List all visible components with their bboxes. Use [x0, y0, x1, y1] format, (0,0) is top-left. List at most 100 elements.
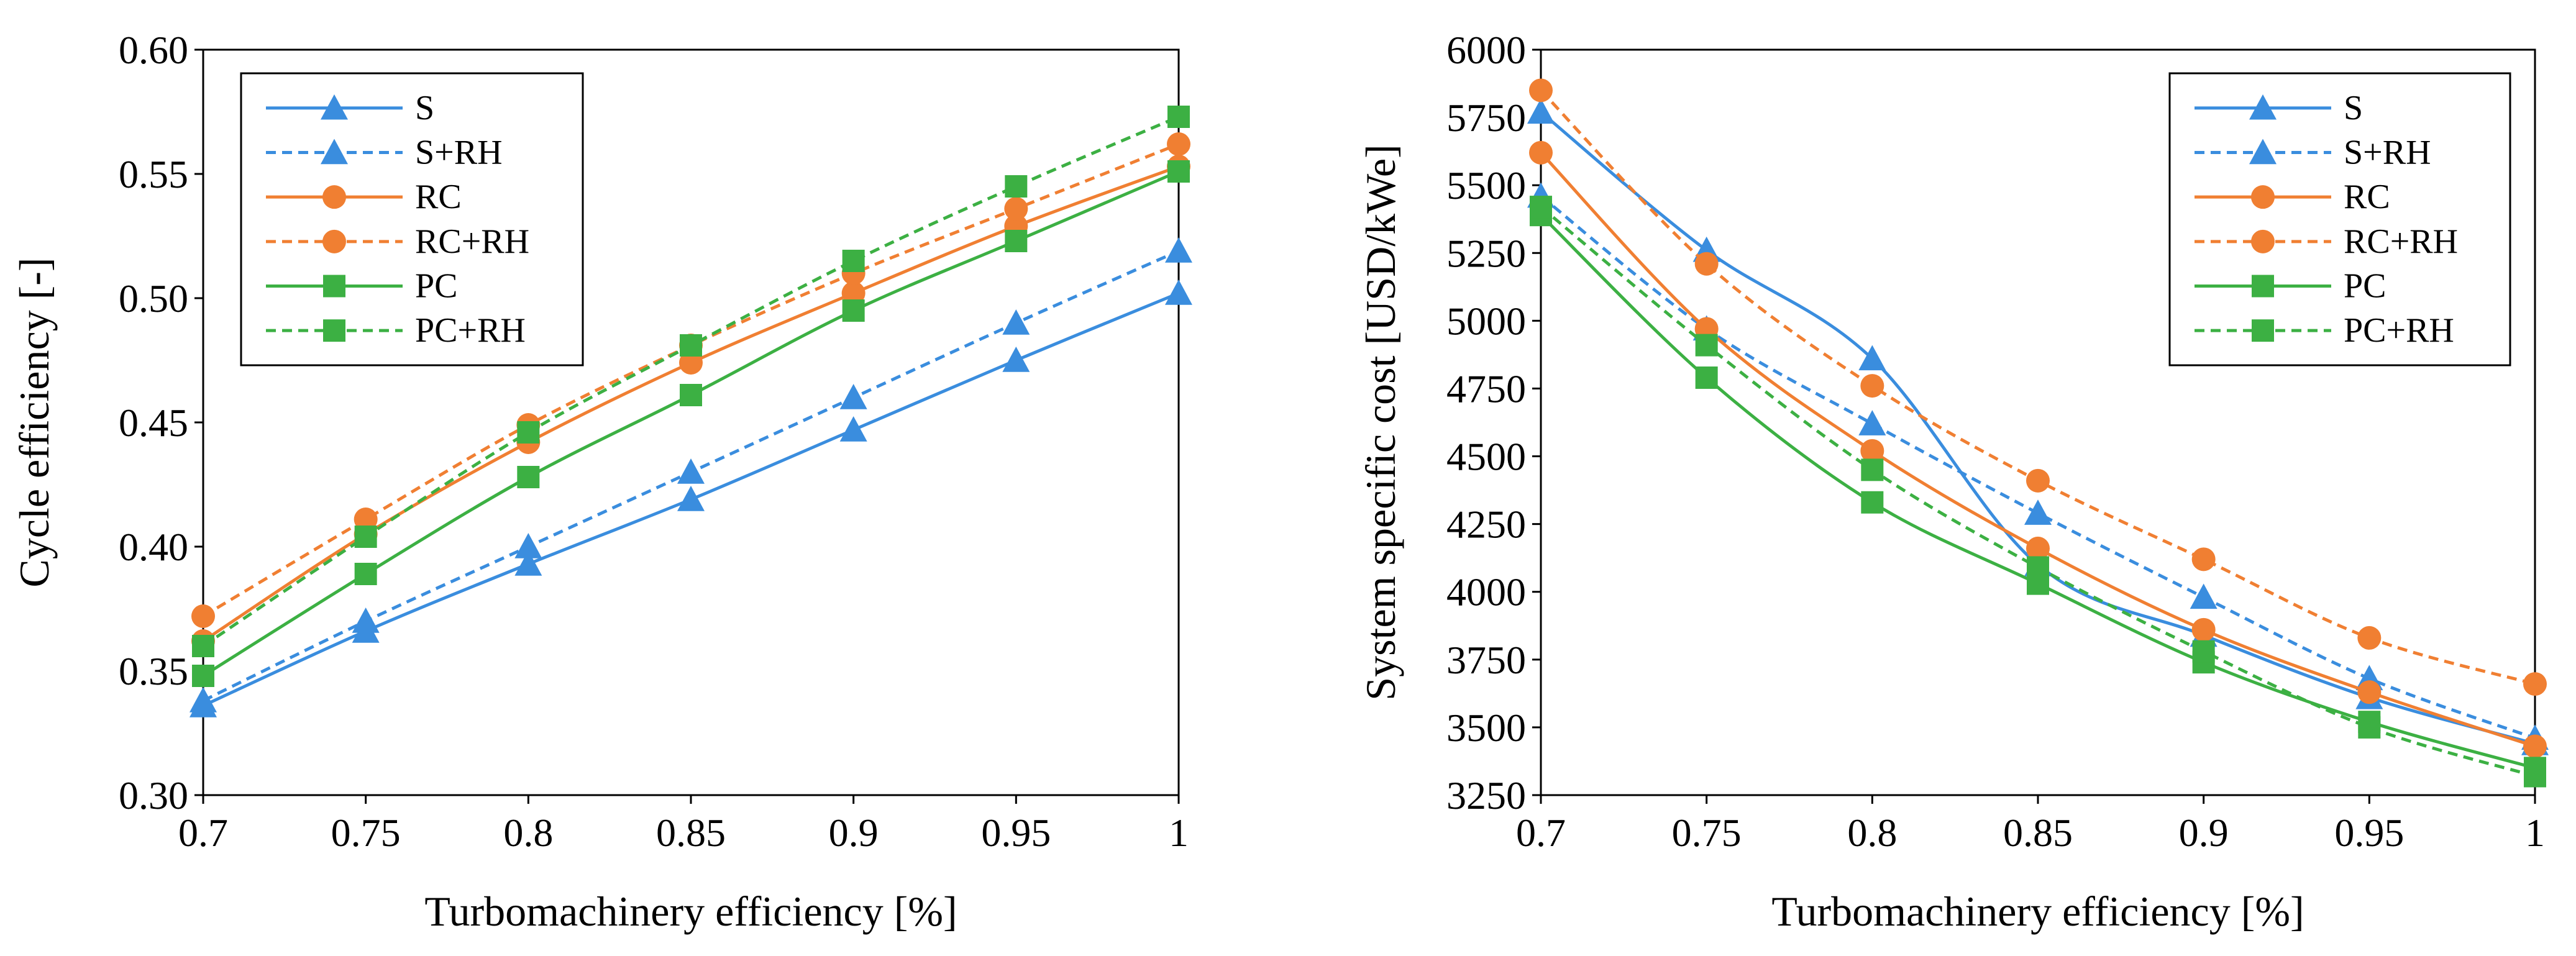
data-point: [1861, 458, 1884, 481]
y-tick-label: 0.60: [119, 28, 188, 72]
x-tick-label: 0.95: [981, 811, 1051, 855]
y-tick-label: 5500: [1446, 163, 1526, 207]
data-point: [192, 635, 214, 657]
y-tick-label: 3750: [1446, 638, 1526, 682]
data-point: [514, 533, 542, 558]
data-point: [1860, 374, 1884, 398]
data-point: [680, 334, 702, 357]
y-tick-label: 4250: [1446, 503, 1526, 547]
y-tick-label: 0.50: [119, 276, 188, 321]
y-tick-label: 6000: [1446, 28, 1526, 72]
legend-label: S+RH: [415, 134, 503, 172]
legend-marker: [322, 185, 346, 209]
x-axis-title: Turbomachinery efficiency [%]: [1771, 888, 2304, 935]
x-tick-label: 0.75: [1672, 811, 1742, 855]
legend-label: PC+RH: [415, 311, 526, 350]
data-point: [354, 526, 377, 548]
data-point: [679, 351, 703, 375]
legend-item: RC: [2195, 178, 2390, 216]
x-tick-label: 0.7: [178, 811, 228, 855]
data-point: [2191, 547, 2216, 571]
legend-item: PC: [2195, 267, 2386, 306]
data-point: [2358, 716, 2381, 739]
y-tick-label: 4000: [1446, 570, 1526, 614]
legend: S S+RH RC RC+RH PC PC+RH: [240, 72, 584, 366]
legend-label: PC+RH: [2344, 311, 2454, 350]
y-tick-label: 3500: [1446, 706, 1526, 750]
data-point: [2026, 536, 2050, 560]
data-point: [2523, 672, 2547, 696]
x-tick-label: 1: [2525, 811, 2545, 855]
data-point: [2191, 617, 2216, 642]
data-point: [1695, 366, 1718, 389]
data-point: [191, 604, 215, 628]
series-pc: [192, 160, 1190, 687]
y-tick-label: 4500: [1446, 435, 1526, 479]
series-s-rh: [190, 237, 1192, 712]
x-tick-label: 0.75: [331, 811, 401, 855]
y-tick-label: 3250: [1446, 773, 1526, 817]
data-point: [1005, 175, 1028, 198]
data-point: [1167, 106, 1190, 128]
data-point: [517, 466, 540, 488]
data-point: [2192, 640, 2215, 663]
legend-marker: [2251, 229, 2275, 253]
legend-label: PC: [2344, 267, 2386, 306]
data-point: [2357, 626, 2382, 650]
data-point: [1527, 98, 1555, 124]
legend-marker: [323, 319, 345, 342]
series-pc-rh: [1530, 196, 2546, 788]
data-point: [1165, 237, 1192, 263]
data-point: [1167, 160, 1190, 183]
legend-marker: [321, 94, 348, 120]
y-tick-label: 0.30: [119, 773, 188, 817]
legend-item: S+RH: [2195, 134, 2431, 172]
system-cost-chart: 3250 3500 3750 4000 4250 4500 4750 5000 5250 5500…: [1357, 28, 2549, 935]
legend-item: PC: [266, 267, 458, 306]
data-point: [1858, 345, 1886, 371]
legend-box: [2168, 72, 2511, 366]
data-point: [2026, 468, 2050, 493]
y-tick-label: 5250: [1446, 231, 1526, 275]
data-point: [1694, 252, 1719, 276]
data-point: [352, 608, 380, 633]
data-point: [192, 665, 214, 687]
y-axis-title: System specific cost [USD/kWe]: [1357, 144, 1404, 700]
y-tick-label: 0.45: [119, 401, 188, 445]
legend-label: RC+RH: [2344, 222, 2458, 261]
legend-marker: [2249, 139, 2277, 165]
legend-item: S: [266, 89, 434, 127]
legend-label: RC+RH: [415, 222, 529, 261]
data-point: [842, 250, 865, 272]
y-tick-label: 4750: [1446, 366, 1526, 411]
legend-box: [240, 72, 584, 366]
data-point: [190, 687, 217, 712]
data-point: [1005, 230, 1028, 252]
data-point: [1861, 491, 1884, 514]
legend-marker: [2252, 319, 2274, 342]
cycle-efficiency-chart: 0.30 0.35 0.40 0.45 0.50 0.55 0.60 0.7 0.75 0.8 0.…: [11, 28, 1192, 935]
data-point: [839, 416, 867, 442]
legend-marker: [2249, 94, 2277, 120]
data-point: [680, 384, 702, 406]
data-point: [2523, 734, 2547, 758]
legend-marker: [321, 139, 348, 165]
data-point: [1004, 197, 1028, 221]
legend-item: RC+RH: [2195, 222, 2458, 261]
data-point: [1165, 280, 1192, 305]
legend-label: S: [2344, 89, 2363, 127]
data-point: [677, 458, 705, 484]
data-point: [1167, 132, 1190, 156]
data-point: [517, 421, 540, 444]
data-point: [354, 563, 377, 585]
legend: S S+RH RC RC+RH PC PC+RH: [2168, 72, 2511, 366]
legend-label: PC: [415, 267, 458, 306]
legend-label: S: [415, 89, 434, 127]
data-point: [2524, 765, 2546, 788]
legend-item: PC+RH: [266, 311, 526, 350]
legend-marker: [2251, 185, 2275, 209]
data-point: [1529, 78, 1553, 102]
y-tick-label: 5000: [1446, 299, 1526, 343]
legend-label: RC: [2344, 178, 2390, 216]
